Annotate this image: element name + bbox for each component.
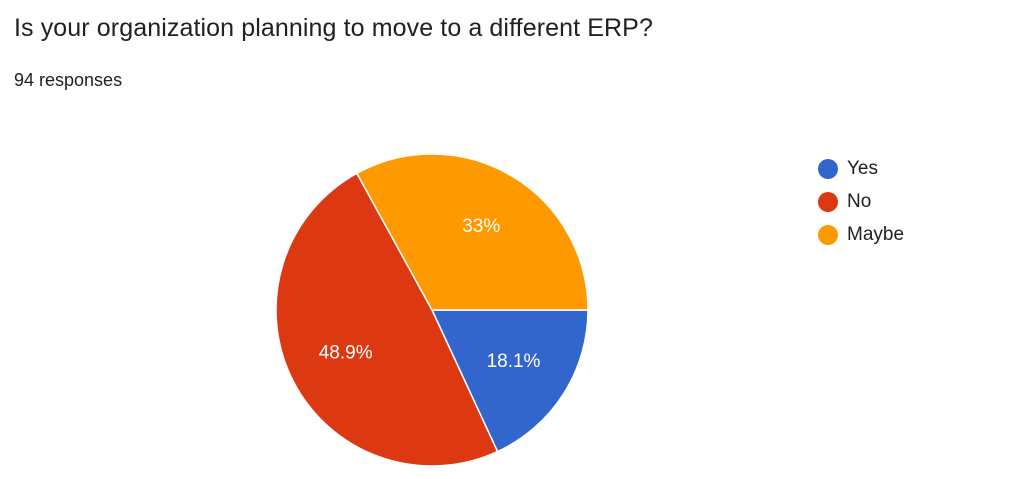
legend-label-no: No xyxy=(847,190,872,212)
pie-slice-maybe xyxy=(355,153,589,311)
slice-label-no: 48.9% xyxy=(319,343,373,364)
legend: Yes No Maybe xyxy=(818,152,904,251)
legend-swatch-yes xyxy=(818,158,838,179)
legend-item-yes: Yes xyxy=(818,152,904,185)
legend-label-yes: Yes xyxy=(847,157,878,179)
pie-slice-no xyxy=(275,172,499,467)
legend-item-maybe: Maybe xyxy=(818,218,904,251)
legend-item-no: No xyxy=(818,185,904,218)
slice-label-maybe: 33% xyxy=(462,216,500,237)
slice-label-yes: 18.1% xyxy=(487,351,541,372)
pie-slice-yes xyxy=(430,309,589,453)
legend-swatch-no xyxy=(818,191,838,212)
response-count: 94 responses xyxy=(14,70,123,90)
chart-title: Is your organization planning to move to… xyxy=(14,14,653,42)
legend-swatch-maybe xyxy=(818,224,838,245)
legend-label-maybe: Maybe xyxy=(847,223,905,245)
